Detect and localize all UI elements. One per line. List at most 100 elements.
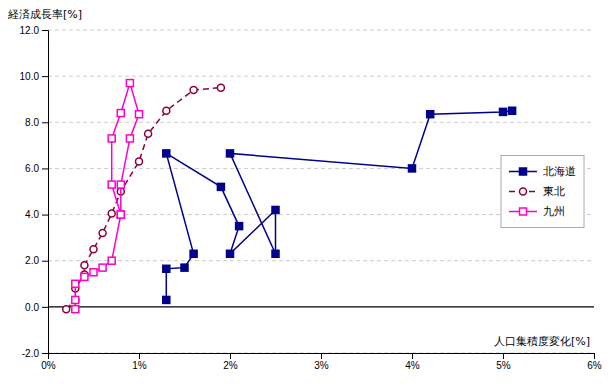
x-tick: 6% (587, 353, 602, 371)
x-tick-mark (139, 353, 140, 359)
x-tick-label: 5% (496, 360, 511, 371)
point (236, 223, 243, 230)
point (136, 158, 143, 165)
point (181, 264, 188, 271)
y-tick-mark (42, 261, 48, 262)
point (145, 130, 152, 137)
grid-line (48, 76, 594, 77)
point (72, 306, 79, 313)
series-line (75, 83, 139, 309)
x-tick-label: 0% (41, 360, 56, 371)
chart-container: 0% 1% 2% 3% 4% 5% 6% -2.0 0.0 2.0 4.0 6.0 8.0 10.0 12.… (0, 0, 614, 385)
series (63, 84, 225, 312)
point (409, 165, 416, 172)
point (108, 135, 115, 142)
chart-svg: 0% 1% 2% 3% 4% 5% 6% -2.0 0.0 2.0 4.0 6.0 8.0 10.0 12.… (0, 0, 614, 385)
point (217, 84, 224, 91)
y-tick: 4.0 (25, 209, 48, 220)
x-axis-title: 人口集積度変化[%] (494, 335, 590, 348)
point (81, 262, 88, 269)
y-tick-mark (42, 353, 48, 354)
point (126, 80, 133, 87)
point (90, 246, 97, 253)
y-tick-label: 0.0 (25, 302, 39, 313)
point (99, 264, 106, 271)
y-tick-mark (42, 122, 48, 123)
legend-marker (520, 208, 527, 215)
point (81, 273, 88, 280)
y-tick: -2.0 (22, 348, 48, 359)
point (108, 210, 115, 217)
y-tick: 2.0 (25, 255, 48, 266)
x-tick-mark (230, 353, 231, 359)
y-tick-label: 12.0 (20, 25, 40, 36)
series (163, 107, 516, 303)
x-axis: 0% 1% 2% 3% 4% 5% 6% (41, 353, 602, 371)
y-tick-mark (42, 30, 48, 31)
x-tick: 3% (314, 353, 329, 371)
point (163, 150, 170, 157)
point (509, 107, 516, 114)
grid (48, 30, 594, 353)
point (227, 150, 234, 157)
y-tick: 8.0 (25, 117, 48, 128)
y-tick-mark (42, 307, 48, 308)
point (427, 111, 434, 118)
x-tick-label: 2% (223, 360, 238, 371)
point (117, 110, 124, 117)
y-tick-label: 4.0 (25, 209, 39, 220)
y-tick: 10.0 (20, 71, 48, 82)
point (90, 269, 97, 276)
y-axis-line (42, 31, 49, 354)
series (72, 80, 143, 313)
legend-item: 北海道 (509, 165, 576, 178)
legend: 北海道東北九州 (501, 156, 584, 228)
legend-marker (520, 188, 527, 195)
y-tick: 12.0 (20, 25, 48, 36)
point (72, 280, 79, 287)
x-tick-mark (321, 353, 322, 359)
point (163, 296, 170, 303)
point (126, 135, 133, 142)
y-tick: 0.0 (25, 302, 48, 313)
y-tick: 6.0 (25, 163, 48, 174)
x-tick-label: 4% (405, 360, 420, 371)
x-tick: 0% (41, 353, 56, 371)
legend-label: 北海道 (543, 165, 576, 178)
point (72, 296, 79, 303)
zero-line (48, 306, 594, 307)
point (227, 250, 234, 257)
point (190, 250, 197, 257)
point (108, 181, 115, 188)
x-tick-label: 6% (587, 360, 602, 371)
y-tick-mark (42, 215, 48, 216)
point (117, 181, 124, 188)
y-tick-label: 10.0 (20, 71, 40, 82)
point (272, 250, 279, 257)
legend-label: 九州 (543, 205, 565, 218)
series-line (166, 111, 512, 300)
plot-area (63, 80, 516, 313)
point (63, 306, 70, 313)
point (136, 111, 143, 118)
x-tick: 4% (405, 353, 420, 371)
y-tick-label: 6.0 (25, 163, 39, 174)
point (163, 107, 170, 114)
x-tick: 1% (132, 353, 147, 371)
point (190, 86, 197, 93)
x-axis-line (49, 354, 595, 360)
point (163, 265, 170, 272)
legend-label: 東北 (543, 185, 565, 198)
point (117, 211, 124, 218)
point (117, 211, 124, 218)
y-tick-label: 2.0 (25, 255, 39, 266)
legend-box (501, 156, 584, 228)
grid-line (48, 30, 594, 31)
x-tick-mark (503, 353, 504, 359)
legend-item: 東北 (509, 185, 565, 198)
y-tick-mark (42, 168, 48, 169)
point (108, 257, 115, 264)
x-tick-label: 3% (314, 360, 329, 371)
legend-marker (520, 168, 527, 175)
grid-line (48, 260, 594, 261)
